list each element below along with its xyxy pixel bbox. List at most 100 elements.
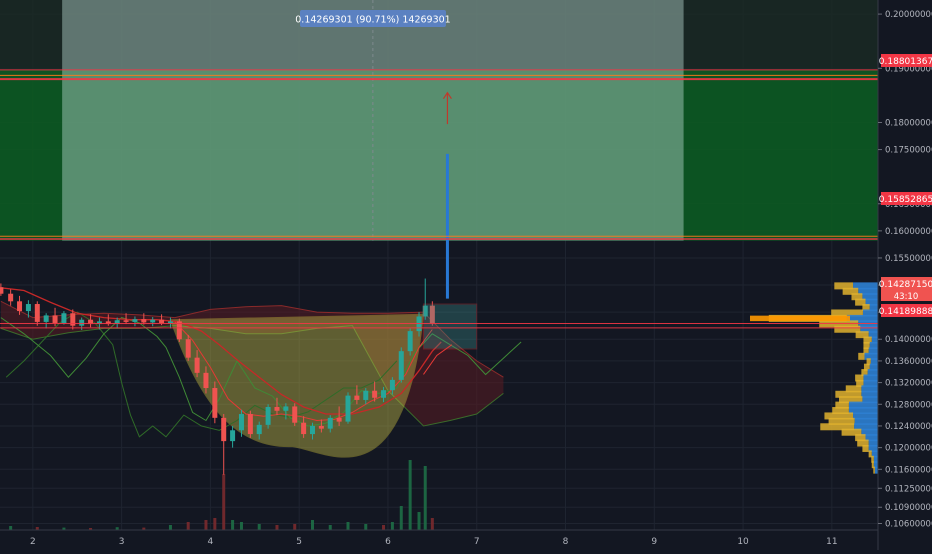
volume-bar <box>382 525 386 530</box>
vp-bar-up <box>861 385 878 393</box>
projection <box>422 91 478 375</box>
candle-body <box>230 430 236 442</box>
vp-bar-down <box>871 455 874 463</box>
volume-bar <box>222 474 226 530</box>
vp-bar-up <box>862 396 878 404</box>
volume-bar <box>328 525 332 530</box>
vp-bar-down <box>832 407 849 415</box>
candle-body <box>88 319 94 325</box>
target-price-badge <box>881 54 932 67</box>
vp-bar-down <box>839 396 863 404</box>
vp-bar-up <box>871 450 878 458</box>
vp-bar-down <box>868 450 872 458</box>
vp-bar-up <box>848 401 878 409</box>
vp-bar-up <box>870 358 878 366</box>
vp-bar-up <box>874 466 878 474</box>
candle-body <box>247 414 253 435</box>
vp-bar-down <box>862 444 869 452</box>
candle-body <box>96 321 102 325</box>
lagging-span <box>5 311 398 438</box>
vp-bar-up <box>865 298 878 306</box>
target-price-label: 0.18801367 <box>879 57 932 67</box>
time-tick-label: 3 <box>119 537 125 547</box>
cup-pattern <box>169 313 425 458</box>
volume-bar <box>390 522 394 530</box>
vp-bar-up <box>871 336 878 344</box>
cloud-fill <box>0 301 504 426</box>
vp-bar-down <box>863 341 870 349</box>
volume-profile <box>750 282 878 474</box>
projection-ma <box>423 344 453 375</box>
vp-bar-up <box>873 461 878 469</box>
candle-body <box>381 390 387 398</box>
candle-body <box>345 395 351 422</box>
vp-bar-down <box>861 369 868 377</box>
volume-bar <box>310 520 314 530</box>
vp-bar-down <box>866 358 871 366</box>
candle-body <box>52 315 58 323</box>
projection-box <box>422 303 478 350</box>
price-tick-label: 0.18000000 <box>885 118 932 128</box>
price-axis[interactable] <box>878 0 932 550</box>
cloud-lower-line <box>0 325 504 427</box>
price-tick-label: 0.17500000 <box>885 146 932 156</box>
price-tick-label: 0.13200000 <box>885 379 932 389</box>
vp-bar-down <box>835 401 849 409</box>
price-tick-label: 0.12400000 <box>885 422 932 432</box>
current-price-badge <box>881 277 932 290</box>
volume-bar <box>239 522 243 530</box>
vp-bar-down <box>845 385 862 393</box>
candle-body <box>123 320 129 322</box>
vp-bar-down <box>831 309 863 317</box>
vp-bar-down <box>858 352 865 360</box>
vp-bar-down <box>841 428 862 436</box>
vp-bar-up <box>848 407 878 415</box>
price-tick-label: 0.19000000 <box>885 64 932 74</box>
volume-bar <box>417 512 421 530</box>
time-tick-label: 8 <box>563 537 569 547</box>
measure-label-box <box>300 10 446 27</box>
vp-bar-up <box>869 363 878 371</box>
vp-bar-down <box>855 434 866 442</box>
candle-body <box>221 417 227 442</box>
low-price-badge <box>881 304 932 317</box>
vp-bar-up <box>868 347 878 355</box>
vp-bar-up <box>863 379 878 387</box>
price-tick-label: 0.10900000 <box>885 503 932 513</box>
vp-bar-down <box>828 417 855 425</box>
candle-body <box>354 395 360 400</box>
time-tick-label: 9 <box>651 537 657 547</box>
candle-body <box>8 293 14 302</box>
vp-bar-up <box>860 325 878 333</box>
volume-bar <box>408 460 412 530</box>
candle-body <box>0 287 4 294</box>
candle-body <box>309 425 315 435</box>
candle-body <box>167 321 173 323</box>
price-lines <box>0 69 878 329</box>
candle-body <box>185 339 191 358</box>
vp-bar-down <box>871 461 874 469</box>
vp-bar-up <box>854 423 878 431</box>
vp-bar-up <box>873 455 878 463</box>
zones <box>0 0 878 241</box>
time-tick-label: 2 <box>30 537 36 547</box>
vp-bar-down <box>856 379 864 387</box>
vp-bar-up <box>861 390 878 398</box>
ma-slow <box>0 287 442 415</box>
candle-body <box>70 313 76 326</box>
candle-body <box>114 320 120 325</box>
vp-bar-up <box>858 287 878 295</box>
candle-body <box>398 351 404 380</box>
candle-body <box>159 319 165 323</box>
candle-body <box>34 304 40 322</box>
time-axis[interactable] <box>0 530 878 550</box>
volume-bars <box>9 460 434 530</box>
candle-body <box>372 390 378 398</box>
time-tick-labels: 2 3 4 5 6 7 8 9 10 11 <box>30 537 838 547</box>
vp-bar-up <box>853 412 878 420</box>
vp-bar-down <box>863 336 872 344</box>
vp-bar-up <box>868 331 878 339</box>
vp-bar-down <box>855 331 869 339</box>
